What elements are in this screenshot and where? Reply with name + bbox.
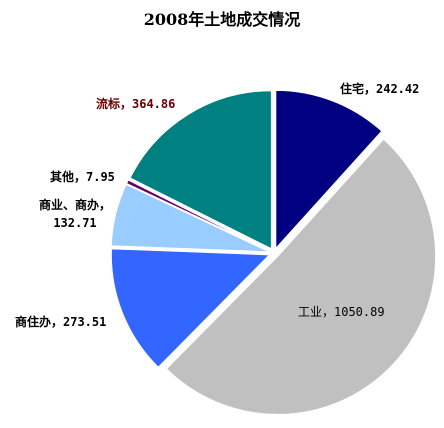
data-label: 流标，364.86 xyxy=(96,97,176,111)
chart-title: 2008年土地成交情况 xyxy=(143,10,301,29)
data-label: 住宅，242.42 xyxy=(340,82,420,96)
data-label: 工业，1050.89 xyxy=(298,305,385,319)
pie-slice xyxy=(275,89,383,250)
pie-slice xyxy=(125,179,270,252)
data-label: 商业、商办，132.71 xyxy=(38,198,111,230)
pie-slice xyxy=(110,248,271,368)
pie-slice xyxy=(110,183,270,253)
pie-slice xyxy=(165,138,437,415)
data-label: 其他，7.95 xyxy=(50,170,115,184)
pie-slice xyxy=(129,90,272,250)
data-label: 商住办，273.51 xyxy=(15,315,107,329)
